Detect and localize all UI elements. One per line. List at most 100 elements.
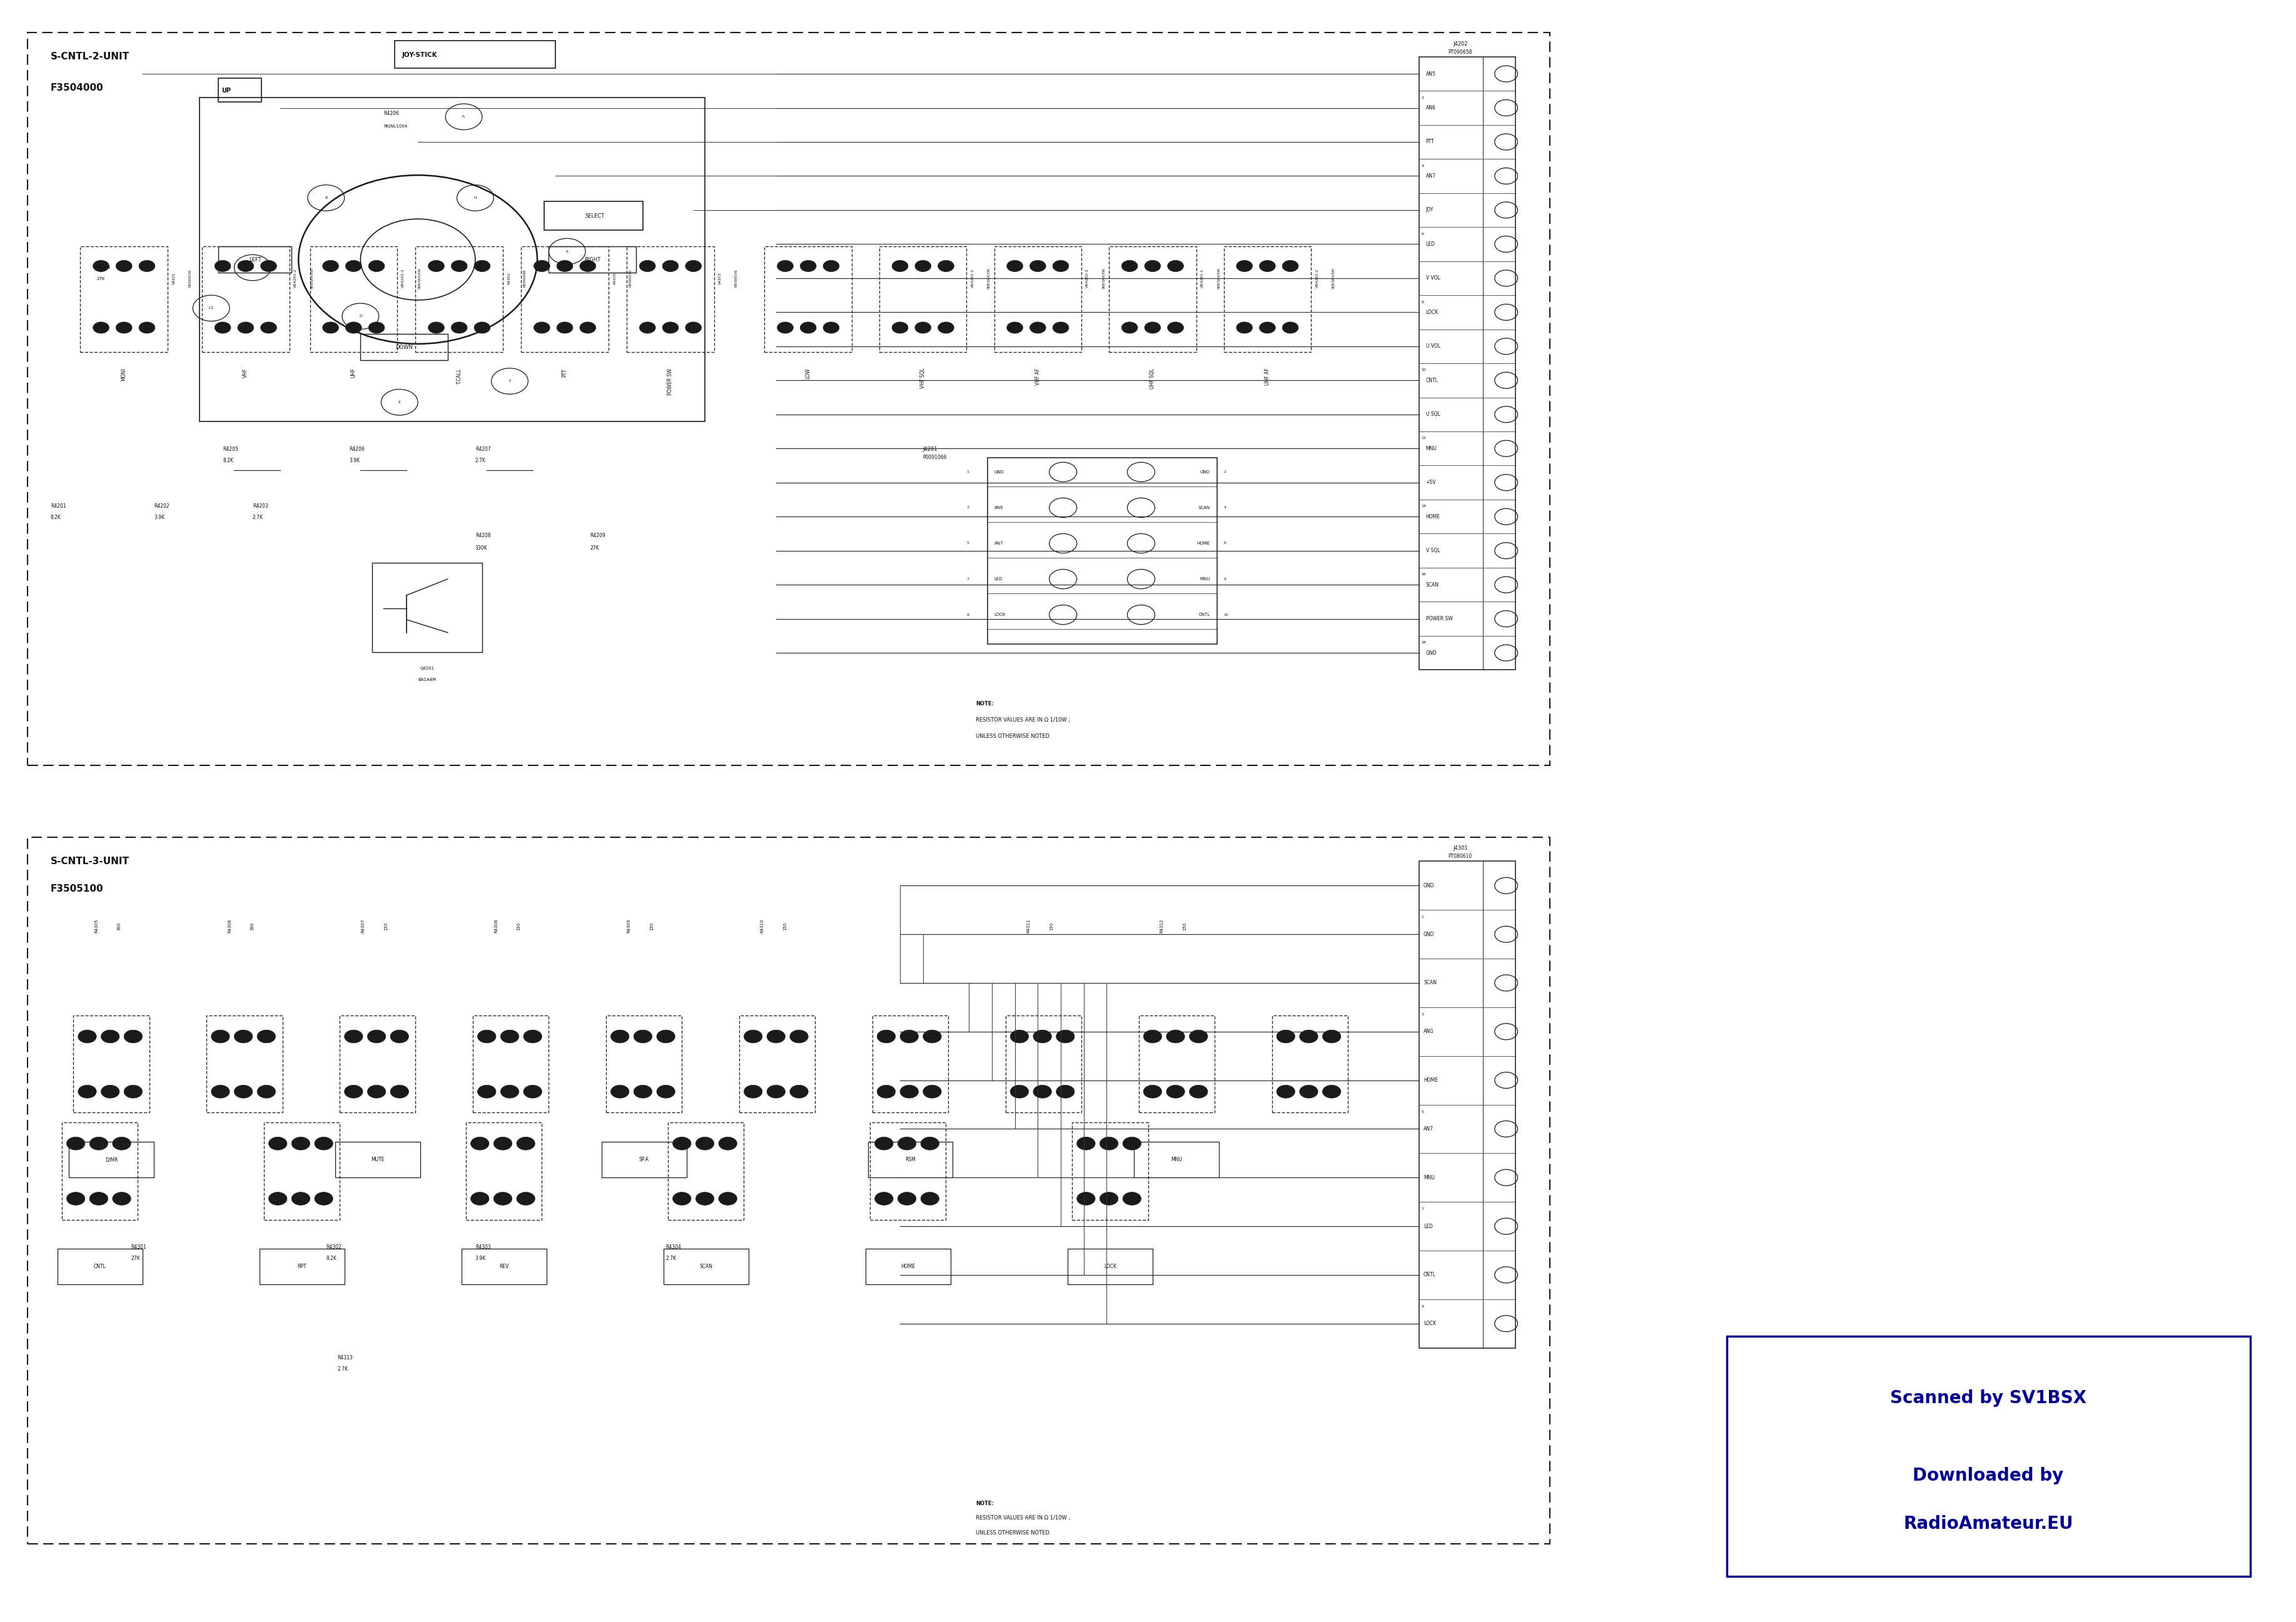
Text: R4202: R4202 [154, 503, 170, 509]
Text: 18: 18 [1421, 641, 1426, 644]
Circle shape [939, 321, 955, 334]
Text: GND: GND [1424, 931, 1435, 938]
Circle shape [452, 321, 468, 334]
Text: 6: 6 [1421, 232, 1424, 235]
Text: S4205: S4205 [613, 272, 615, 284]
Text: 27K: 27K [131, 1255, 140, 1262]
Text: HOME: HOME [1424, 1077, 1437, 1083]
Bar [879, 247, 967, 352]
Text: RESISTOR VALUES ARE IN Ω 1/10W ;: RESISTOR VALUES ARE IN Ω 1/10W ; [976, 1515, 1070, 1521]
Text: 2.7K: 2.7K [475, 457, 487, 464]
Text: 150: 150 [783, 921, 788, 931]
Circle shape [1166, 1030, 1185, 1043]
Text: R4301: R4301 [131, 1244, 147, 1251]
Text: UNLESS OTHERWISE NOTED.: UNLESS OTHERWISE NOTED. [976, 733, 1052, 740]
Text: HOME: HOME [1196, 542, 1210, 545]
Text: AN7: AN7 [1424, 1126, 1433, 1132]
Circle shape [923, 1085, 941, 1098]
Circle shape [767, 1030, 785, 1043]
Bar [416, 247, 503, 352]
Circle shape [367, 1085, 386, 1098]
Text: 150: 150 [650, 921, 654, 931]
Bar [340, 1015, 416, 1113]
Text: 5KB/SKA/5W: 5KB/SKA/5W [418, 268, 420, 289]
Text: VHF: VHF [243, 368, 248, 378]
Circle shape [113, 1192, 131, 1205]
Circle shape [478, 1030, 496, 1043]
Text: 2: 2 [1421, 96, 1424, 99]
Circle shape [696, 1137, 714, 1150]
Text: 1: 1 [967, 470, 969, 474]
Circle shape [1189, 1085, 1208, 1098]
Circle shape [216, 260, 230, 271]
Bar [544, 201, 643, 230]
Circle shape [257, 1085, 276, 1098]
Circle shape [1123, 1192, 1141, 1205]
Circle shape [1100, 1192, 1118, 1205]
Text: Q4201: Q4201 [420, 667, 434, 670]
Text: 5: 5 [1421, 1111, 1424, 1113]
Bar [1068, 1249, 1153, 1285]
Bar [1727, 1337, 2250, 1577]
Circle shape [790, 1085, 808, 1098]
Text: SCAN: SCAN [1199, 506, 1210, 509]
Text: PTT: PTT [1426, 139, 1435, 144]
Circle shape [1033, 1030, 1052, 1043]
Text: 8: 8 [1224, 577, 1226, 581]
Bar [335, 1142, 420, 1178]
Text: J4301: J4301 [1453, 845, 1467, 852]
Text: 27K: 27K [96, 277, 106, 281]
Circle shape [719, 1192, 737, 1205]
Bar [870, 1122, 946, 1220]
Circle shape [475, 321, 489, 334]
Text: 2.7K: 2.7K [338, 1366, 349, 1372]
Text: 3.9K: 3.9K [154, 514, 165, 521]
Circle shape [367, 260, 383, 271]
Text: U SQL: U SQL [1426, 412, 1440, 417]
Circle shape [471, 1192, 489, 1205]
Text: PTT: PTT [563, 368, 567, 376]
Circle shape [367, 1030, 386, 1043]
Text: J4202: J4202 [1453, 41, 1467, 47]
Text: 150: 150 [1049, 921, 1054, 931]
Text: VR4201-2: VR4201-2 [294, 269, 296, 287]
Text: A: A [461, 115, 466, 118]
Text: J4201: J4201 [923, 446, 937, 453]
Text: 3.9K: 3.9K [349, 457, 360, 464]
Text: LOCK: LOCK [1426, 310, 1437, 315]
Circle shape [634, 1030, 652, 1043]
Text: BA1A4M: BA1A4M [418, 678, 436, 681]
Circle shape [517, 1192, 535, 1205]
Text: NOTE:: NOTE: [976, 1500, 994, 1507]
Text: LED: LED [994, 577, 1003, 581]
Text: R4204: R4204 [96, 266, 110, 269]
Circle shape [124, 1085, 142, 1098]
Circle shape [581, 260, 597, 271]
Text: 150: 150 [517, 921, 521, 931]
Circle shape [117, 260, 133, 271]
Circle shape [1143, 260, 1162, 271]
Circle shape [657, 1030, 675, 1043]
Circle shape [452, 260, 468, 271]
Text: V SQL: V SQL [1426, 548, 1440, 553]
Text: SP.A: SP.A [638, 1156, 650, 1163]
Circle shape [101, 1030, 119, 1043]
Bar [994, 247, 1081, 352]
Circle shape [877, 1030, 895, 1043]
Text: U VOL: U VOL [1426, 344, 1440, 349]
Text: 5KB/SKA/5W: 5KB/SKA/5W [1217, 268, 1219, 289]
Circle shape [641, 260, 657, 271]
Bar [1006, 1015, 1081, 1113]
Circle shape [269, 1192, 287, 1205]
Text: 8.2K: 8.2K [51, 514, 62, 521]
Text: R4209: R4209 [590, 532, 606, 539]
Text: VR4201-1: VR4201-1 [1201, 269, 1203, 287]
Bar [466, 1122, 542, 1220]
Text: MNU: MNU [1171, 1156, 1182, 1163]
Text: REV: REV [498, 1264, 510, 1270]
Bar [372, 563, 482, 652]
Circle shape [257, 1030, 276, 1043]
Circle shape [1277, 1085, 1295, 1098]
Circle shape [914, 260, 932, 271]
Circle shape [719, 1137, 737, 1150]
